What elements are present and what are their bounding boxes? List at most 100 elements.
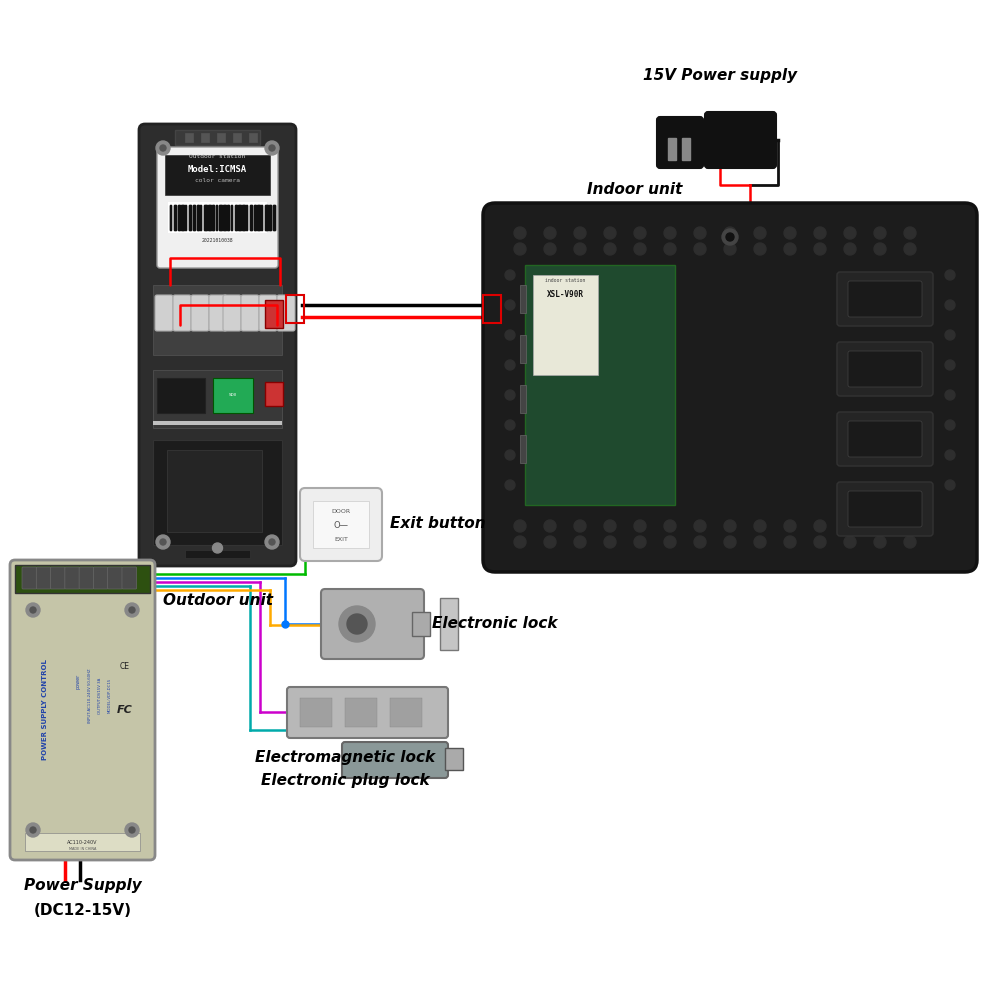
Text: Electronic lock: Electronic lock [432, 616, 558, 632]
Bar [181, 205, 184, 230]
Bar [235, 205, 237, 230]
Text: OUTPUT:DV15V 3A: OUTPUT:DV15V 3A [98, 677, 102, 714]
Bar [483, 295, 501, 323]
FancyBboxPatch shape [139, 124, 296, 566]
Text: indoor station: indoor station [545, 278, 586, 283]
Circle shape [904, 227, 916, 239]
Circle shape [664, 536, 676, 548]
Bar [185, 550, 250, 558]
Circle shape [505, 390, 515, 400]
Bar [181, 205, 184, 230]
FancyBboxPatch shape [657, 117, 703, 168]
FancyBboxPatch shape [191, 295, 209, 331]
Circle shape [945, 330, 955, 340]
Bar [345, 698, 377, 727]
FancyBboxPatch shape [79, 567, 94, 589]
Circle shape [904, 520, 916, 532]
Bar [197, 205, 199, 230]
Bar [185, 205, 186, 230]
Circle shape [544, 520, 556, 532]
Bar [231, 205, 232, 230]
Circle shape [754, 520, 766, 532]
Bar [257, 205, 260, 230]
Bar [213, 378, 253, 413]
Bar [185, 205, 186, 230]
Bar [197, 205, 199, 230]
Circle shape [722, 229, 738, 245]
Bar [238, 205, 241, 230]
Circle shape [945, 420, 955, 430]
FancyBboxPatch shape [848, 351, 922, 387]
Circle shape [160, 145, 166, 151]
FancyBboxPatch shape [837, 412, 933, 466]
Bar [313, 501, 369, 548]
Bar [249, 133, 257, 142]
FancyBboxPatch shape [22, 567, 37, 589]
Circle shape [347, 614, 367, 634]
Bar [520, 335, 526, 363]
Bar [204, 205, 207, 230]
FancyBboxPatch shape [209, 295, 227, 331]
Circle shape [505, 300, 515, 310]
Circle shape [814, 243, 826, 255]
Bar [273, 205, 275, 230]
Circle shape [844, 536, 856, 548]
Bar [273, 205, 275, 230]
Circle shape [505, 450, 515, 460]
Bar [178, 205, 180, 230]
Circle shape [156, 141, 170, 155]
Bar [254, 205, 256, 230]
Circle shape [604, 536, 616, 548]
Bar [246, 205, 247, 230]
Bar [520, 285, 526, 313]
Circle shape [874, 243, 886, 255]
Bar [189, 205, 191, 230]
Circle shape [784, 227, 796, 239]
Bar [668, 138, 676, 160]
Bar [219, 205, 222, 230]
Circle shape [265, 141, 279, 155]
Text: POWER SUPPLY CONTROL: POWER SUPPLY CONTROL [42, 660, 48, 760]
Bar [235, 205, 237, 230]
Circle shape [634, 227, 646, 239]
Text: EXIT: EXIT [334, 537, 348, 542]
Bar [208, 205, 210, 230]
Circle shape [505, 270, 515, 280]
Bar [167, 450, 262, 532]
Bar [25, 833, 140, 851]
Text: Outdoor unit: Outdoor unit [163, 593, 273, 608]
FancyBboxPatch shape [837, 342, 933, 396]
FancyBboxPatch shape [122, 567, 137, 589]
Circle shape [574, 243, 586, 255]
Text: 15V Power supply: 15V Power supply [643, 68, 797, 83]
Circle shape [694, 227, 706, 239]
Bar [231, 205, 232, 230]
Bar [300, 698, 332, 727]
Bar [153, 421, 282, 424]
Circle shape [212, 543, 222, 553]
Bar [200, 205, 201, 230]
Circle shape [726, 233, 734, 241]
Bar [233, 133, 241, 142]
Bar [682, 138, 690, 160]
Circle shape [664, 243, 676, 255]
FancyBboxPatch shape [483, 203, 977, 572]
Bar [193, 205, 195, 230]
FancyBboxPatch shape [848, 281, 922, 317]
Text: 20221010038: 20221010038 [202, 238, 233, 243]
Text: color camera: color camera [195, 178, 240, 183]
Circle shape [634, 520, 646, 532]
FancyBboxPatch shape [108, 567, 122, 589]
Text: FC: FC [117, 705, 133, 715]
Bar [238, 205, 241, 230]
Bar [165, 155, 270, 195]
Bar [200, 205, 201, 230]
Circle shape [754, 243, 766, 255]
Bar [265, 205, 268, 230]
Text: O—: O— [333, 521, 348, 530]
Bar [201, 133, 209, 142]
Circle shape [26, 603, 40, 617]
Bar [520, 435, 526, 463]
Bar [412, 612, 430, 636]
FancyBboxPatch shape [321, 589, 424, 659]
